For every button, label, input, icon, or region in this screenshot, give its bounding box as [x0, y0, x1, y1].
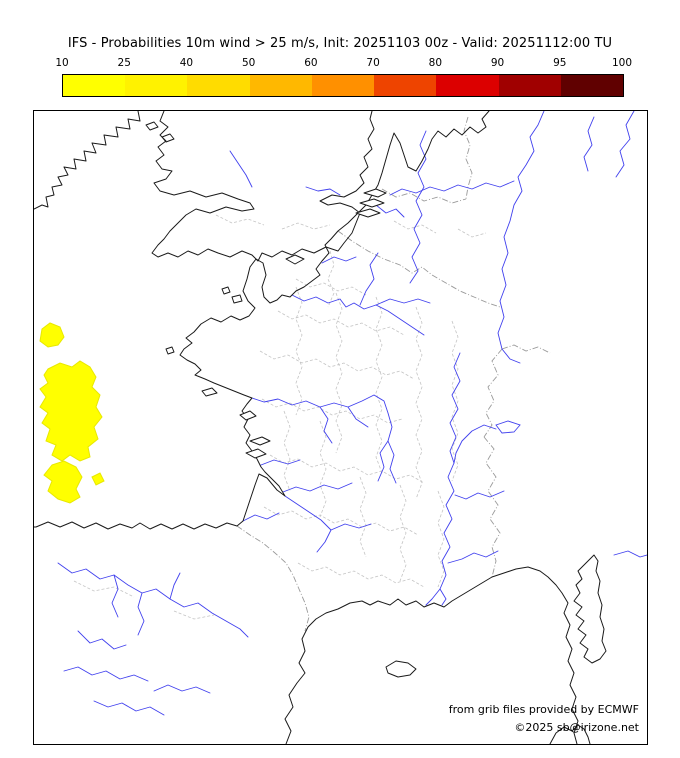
zeeland-island	[363, 188, 387, 198]
corsica	[573, 554, 607, 664]
channel-island	[221, 286, 231, 295]
river-rhine	[497, 111, 545, 364]
colorbar-segment	[249, 75, 312, 96]
lake-geneva	[495, 420, 521, 434]
rivers	[57, 111, 647, 716]
country-borders	[236, 116, 551, 632]
colorbar-tick-label: 80	[428, 57, 443, 69]
zeeland-island	[359, 198, 385, 208]
balearic-island	[385, 660, 417, 678]
map-credits: from grib files provided by ECMWF ©2025 …	[449, 701, 639, 738]
credits-copyright: ©2025 sb@irizone.net	[514, 721, 639, 735]
river-dordogne	[282, 482, 353, 493]
coast-atlantic-continental	[34, 111, 490, 530]
colorbar-segment	[63, 75, 126, 96]
river-thames	[305, 186, 341, 196]
colorbar-segments	[62, 74, 624, 97]
page-title: IFS - Probabilities 10m wind > 25 m/s, I…	[67, 36, 613, 51]
colorbar-tick-label: 95	[553, 57, 567, 69]
probability-areas	[39, 322, 105, 504]
river-rhone	[425, 462, 455, 606]
colorbar-tick-label: 70	[366, 57, 380, 69]
colorbar-segment	[187, 75, 250, 96]
river-meuse	[409, 130, 427, 284]
probability-blob	[39, 322, 65, 348]
probability-blob	[43, 460, 83, 504]
colorbar-segment	[436, 75, 499, 96]
colorbar-tick-label: 10	[55, 57, 69, 69]
colorbar-tick-label: 100	[611, 57, 633, 69]
colorbar-tick-label: 60	[304, 57, 318, 69]
colorbar-segment	[498, 75, 561, 96]
coast-mediterranean	[284, 566, 579, 744]
river-severn	[229, 150, 253, 188]
colorbar-segment	[125, 75, 188, 96]
admin-borders	[73, 214, 487, 620]
sardinia-north-tip	[549, 724, 591, 744]
river-garonne	[284, 495, 332, 553]
colorbar-tick-label: 25	[117, 57, 131, 69]
channel-island	[231, 294, 243, 304]
colorbar-ticks: 10 25 40 50 60 70 80 90 95 100	[55, 57, 632, 70]
coast-ireland	[34, 111, 141, 210]
isle-of-wight	[285, 254, 305, 265]
colorbar-segment	[560, 75, 623, 96]
map-canvas	[34, 111, 647, 744]
credits-source: from grib files provided by ECMWF	[448, 702, 639, 716]
country-coastlines	[34, 111, 607, 744]
river-saone	[449, 352, 461, 464]
map-frame: from grib files provided by ECMWF ©2025 …	[33, 110, 648, 745]
colorbar-segment	[311, 75, 375, 96]
river-loire	[251, 394, 397, 484]
probability-blob	[39, 360, 103, 462]
colorbar-tick-label: 90	[490, 57, 505, 69]
coast-great-britain	[151, 111, 375, 262]
colorbar-segment	[374, 75, 437, 96]
river-seine	[291, 294, 425, 336]
probability-blob	[91, 472, 105, 486]
colorbar-tick-label: 40	[179, 57, 194, 69]
colorbar-tick-label: 50	[241, 57, 256, 69]
zeeland-island	[355, 208, 381, 218]
river-ebro	[57, 562, 249, 638]
